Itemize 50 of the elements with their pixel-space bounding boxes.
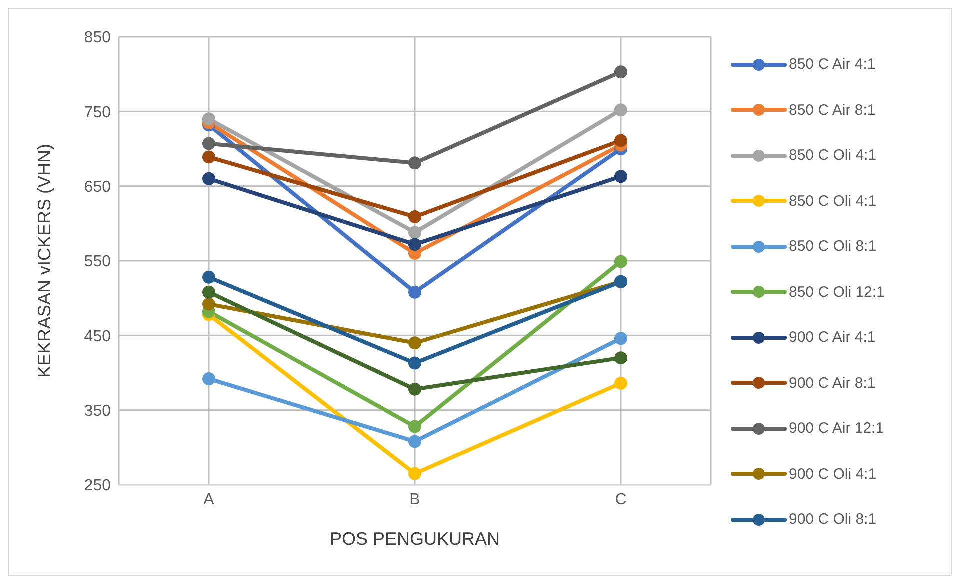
y-axis-title: KEKRASAN vICKERS (VHN) — [34, 144, 54, 378]
point — [202, 150, 216, 164]
legend-label: 900 C Air 12:1 — [789, 420, 884, 437]
y-tick-label: 850 — [84, 30, 112, 47]
y-tick-label: 350 — [84, 403, 112, 420]
point — [614, 255, 628, 268]
point — [408, 226, 422, 240]
legend-label: 850 C Air 4:1 — [789, 56, 876, 73]
legend-label: 900 C Oli 8:1 — [789, 511, 877, 528]
point — [614, 376, 628, 390]
point — [202, 172, 216, 186]
point — [408, 420, 422, 434]
legend-label: 900 C Oli 4:1 — [789, 466, 877, 482]
point — [614, 134, 628, 148]
x-axis-title: POS PENGUKURAN — [330, 529, 500, 549]
y-tick-label: 450 — [84, 328, 112, 346]
point — [202, 270, 216, 284]
point — [408, 435, 422, 448]
point — [408, 238, 422, 252]
point — [614, 352, 628, 365]
point — [408, 210, 422, 224]
point — [614, 332, 628, 346]
point — [408, 336, 422, 350]
legend-label: 900 C Air 4:1 — [789, 329, 876, 346]
legend-label: 850 C Oli 4:1 — [789, 192, 877, 210]
point — [202, 286, 216, 299]
legend-label: 850 C Oli 8:1 — [789, 238, 877, 255]
point — [202, 372, 216, 386]
point — [202, 112, 216, 126]
y-tick-label: 650 — [84, 179, 112, 196]
x-tick-label: C — [615, 491, 627, 508]
point — [202, 137, 216, 150]
x-tick-label: A — [204, 491, 215, 508]
point — [614, 66, 628, 79]
point — [614, 170, 628, 184]
y-tick-label: 550 — [84, 254, 112, 271]
point — [614, 104, 628, 117]
x-tick-label: B — [410, 491, 420, 508]
legend-label: 850 C Oli 12:1 — [789, 284, 885, 300]
y-tick-label: 250 — [84, 478, 112, 495]
point — [408, 156, 422, 170]
y-tick-label: 750 — [84, 104, 112, 122]
legend-label: 850 C Oli 4:1 — [789, 147, 877, 164]
point — [408, 382, 422, 396]
legend-label: 850 C Air 8:1 — [789, 102, 876, 118]
legend-label: 900 C Air 8:1 — [789, 374, 876, 392]
point — [408, 356, 422, 370]
point — [408, 467, 422, 480]
point — [202, 298, 216, 311]
point — [408, 286, 422, 299]
